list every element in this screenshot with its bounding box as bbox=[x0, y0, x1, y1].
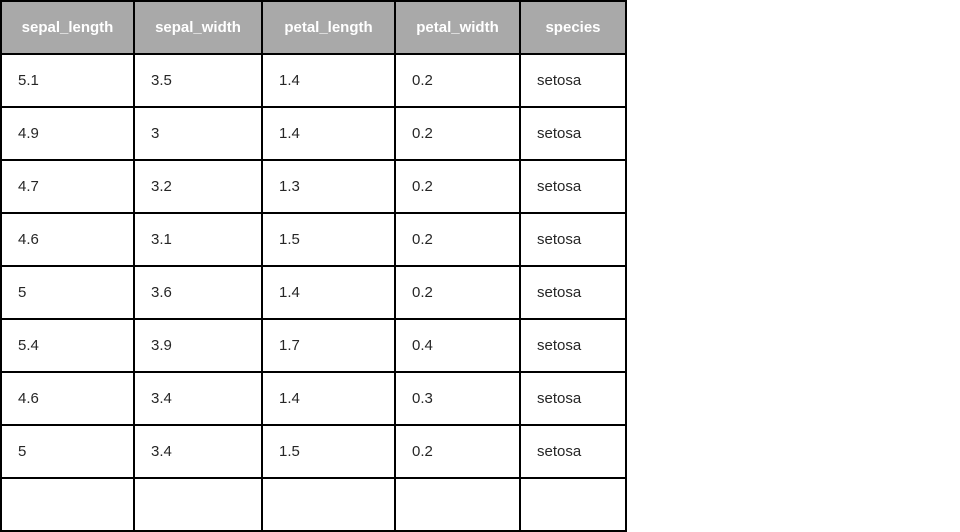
table-cell-petal_length: 1.7 bbox=[261, 318, 396, 373]
table-cell-sepal_width: 3.2 bbox=[133, 159, 263, 214]
table-row-partial bbox=[0, 477, 627, 532]
table-cell-sepal_length: 4.6 bbox=[0, 212, 135, 267]
iris-data-table: sepal_length sepal_width petal_length petal… bbox=[0, 0, 627, 532]
table-cell-sepal_width: 3.4 bbox=[133, 424, 263, 479]
column-header-petal_length: petal_length bbox=[261, 0, 396, 55]
column-header-sepal_length: sepal_length bbox=[0, 0, 135, 55]
table-cell-clipped bbox=[519, 477, 627, 532]
table-cell-petal_width: 0.2 bbox=[394, 212, 521, 267]
table-cell-species: setosa bbox=[519, 212, 627, 267]
table-cell-clipped bbox=[133, 477, 263, 532]
table-row: 5 3.4 1.5 0.2 setosa bbox=[0, 424, 627, 479]
table-cell-sepal_width: 3.9 bbox=[133, 318, 263, 373]
table-cell-sepal_length: 5.4 bbox=[0, 318, 135, 373]
table-cell-sepal_length: 4.7 bbox=[0, 159, 135, 214]
table-cell-species: setosa bbox=[519, 106, 627, 161]
table-cell-petal_width: 0.2 bbox=[394, 53, 521, 108]
table-cell-sepal_length: 5 bbox=[0, 265, 135, 320]
column-header-species: species bbox=[519, 0, 627, 55]
table-cell-sepal_length: 5 bbox=[0, 424, 135, 479]
table-cell-petal_width: 0.4 bbox=[394, 318, 521, 373]
table-cell-petal_length: 1.4 bbox=[261, 106, 396, 161]
table-cell-sepal_length: 5.1 bbox=[0, 53, 135, 108]
column-header-sepal_width: sepal_width bbox=[133, 0, 263, 55]
table-cell-sepal_width: 3.1 bbox=[133, 212, 263, 267]
table-cell-petal_length: 1.4 bbox=[261, 371, 396, 426]
table-cell-species: setosa bbox=[519, 265, 627, 320]
table-cell-petal_length: 1.5 bbox=[261, 212, 396, 267]
table-header-row: sepal_length sepal_width petal_length petal… bbox=[0, 0, 627, 55]
table-cell-petal_length: 1.3 bbox=[261, 159, 396, 214]
table-row: 5 3.6 1.4 0.2 setosa bbox=[0, 265, 627, 320]
table-cell-petal_width: 0.2 bbox=[394, 424, 521, 479]
table-cell-clipped bbox=[0, 477, 135, 532]
table-cell-sepal_width: 3.6 bbox=[133, 265, 263, 320]
table-cell-species: setosa bbox=[519, 53, 627, 108]
table-row: 4.9 3 1.4 0.2 setosa bbox=[0, 106, 627, 161]
table-header-row: sepal_length sepal_width petal_length petal… bbox=[0, 0, 627, 55]
table-cell-species: setosa bbox=[519, 371, 627, 426]
table-cell-sepal_width: 3.5 bbox=[133, 53, 263, 108]
table-cell-species: setosa bbox=[519, 159, 627, 214]
table-cell-species: setosa bbox=[519, 318, 627, 373]
table-cell-petal_length: 1.4 bbox=[261, 265, 396, 320]
table-cell-sepal_length: 4.6 bbox=[0, 371, 135, 426]
column-header-petal_width: petal_width bbox=[394, 0, 521, 55]
table-cell-petal_width: 0.3 bbox=[394, 371, 521, 426]
table-cell-sepal_length: 4.9 bbox=[0, 106, 135, 161]
table-row: 4.7 3.2 1.3 0.2 setosa bbox=[0, 159, 627, 214]
table-row: 5.4 3.9 1.7 0.4 setosa bbox=[0, 318, 627, 373]
table-cell-petal_width: 0.2 bbox=[394, 265, 521, 320]
table-row: 4.6 3.4 1.4 0.3 setosa bbox=[0, 371, 627, 426]
table-cell-petal_length: 1.5 bbox=[261, 424, 396, 479]
table-cell-petal_width: 0.2 bbox=[394, 106, 521, 161]
table-cell-petal_width: 0.2 bbox=[394, 159, 521, 214]
table-cell-sepal_width: 3 bbox=[133, 106, 263, 161]
table-cell-clipped bbox=[394, 477, 521, 532]
table-row: 4.6 3.1 1.5 0.2 setosa bbox=[0, 212, 627, 267]
table-cell-clipped bbox=[261, 477, 396, 532]
table-cell-petal_length: 1.4 bbox=[261, 53, 396, 108]
table-cell-sepal_width: 3.4 bbox=[133, 371, 263, 426]
table-row: 5.1 3.5 1.4 0.2 setosa bbox=[0, 53, 627, 108]
table-cell-species: setosa bbox=[519, 424, 627, 479]
